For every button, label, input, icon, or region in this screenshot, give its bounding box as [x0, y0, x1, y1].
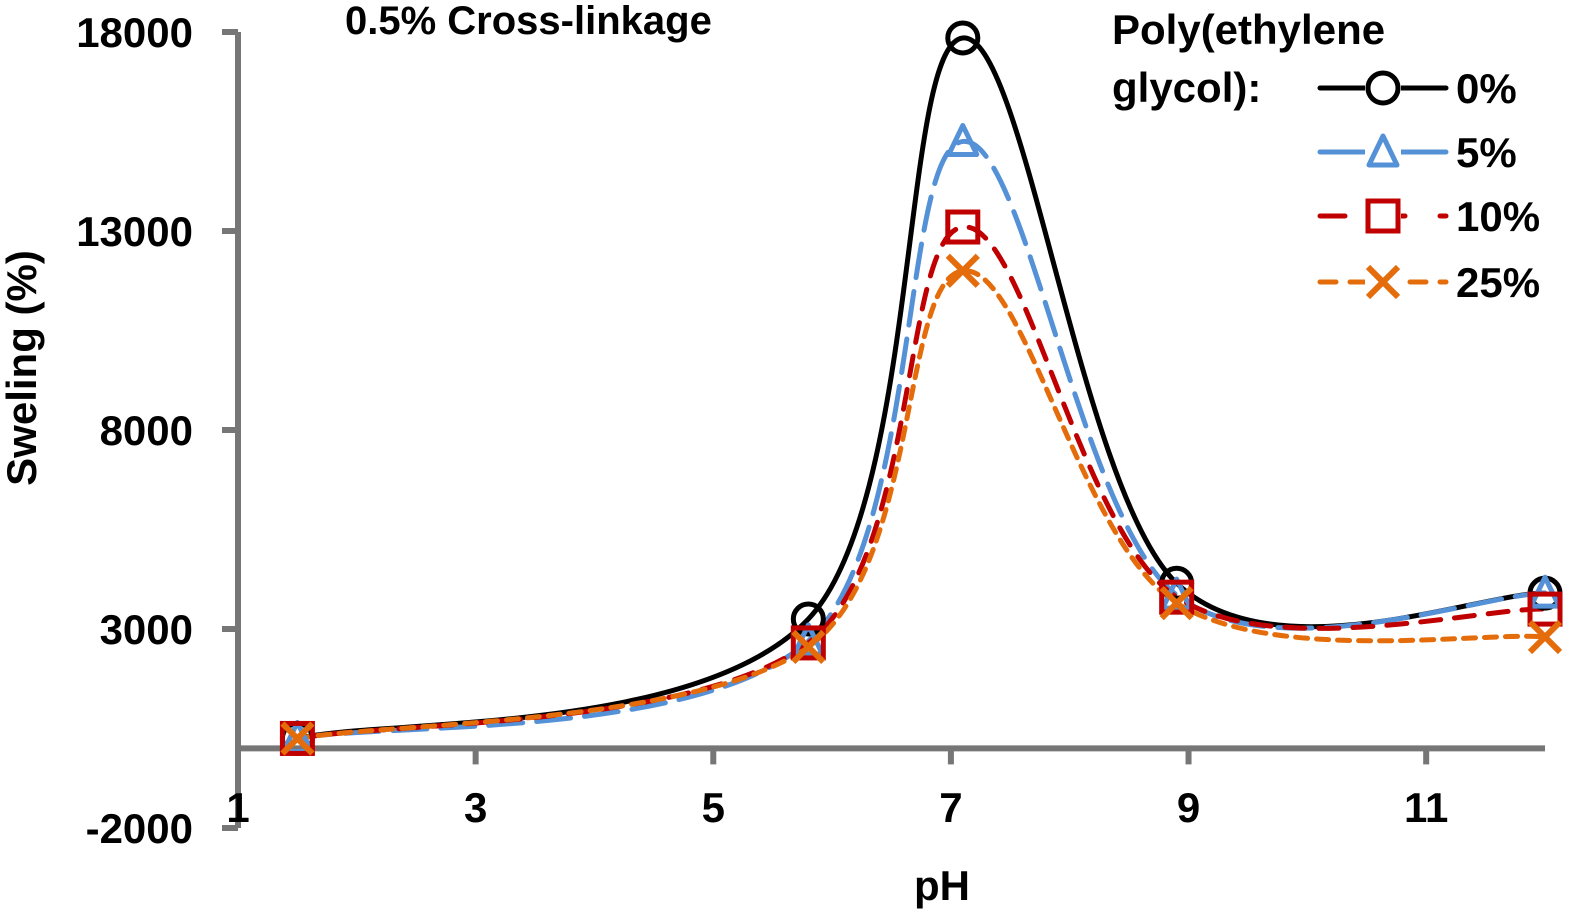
data-point-25pct: [280, 721, 315, 756]
data-point-10pct: [1527, 591, 1563, 627]
legend-label: 5%: [1456, 129, 1517, 176]
data-point-25pct: [1159, 586, 1194, 621]
data-point-10pct: [945, 209, 981, 245]
legend-label: 25%: [1456, 259, 1540, 306]
legend-item-5pct: 5%: [1317, 129, 1517, 176]
x-tick-label: 3: [464, 784, 487, 831]
data-point-25pct: [945, 253, 980, 288]
x-tick-label: 1: [226, 784, 249, 831]
legend-title-line1: Poly(ethylene: [1112, 6, 1385, 53]
legend-item-0pct: 0%: [1317, 65, 1517, 112]
data-point-25pct: [791, 629, 826, 665]
series-line-25pct: [294, 268, 1548, 741]
legend-item-25pct: 25%: [1317, 259, 1540, 306]
marker-layer: [279, 20, 1563, 756]
legend: Poly(ethylene glycol): 0% 5% 10% 25%: [1112, 6, 1540, 306]
x-tick-label: 9: [1177, 784, 1200, 831]
data-point-25pct: [1527, 619, 1563, 655]
y-tick-label: 13000: [76, 208, 193, 255]
x-axis-title: pH: [914, 862, 970, 909]
series-line-10pct: [294, 224, 1548, 741]
y-axis-title: Sweling (%): [0, 250, 45, 486]
data-point-10pct: [1159, 579, 1195, 615]
legend-label: 10%: [1456, 193, 1540, 240]
data-point-10pct: [790, 625, 826, 661]
legend-title-line2: glycol):: [1112, 64, 1261, 111]
series-line-0pct: [294, 35, 1548, 741]
data-point-0pct: [790, 601, 826, 637]
legend-marker: [1366, 133, 1400, 168]
x-marker-stroke: [791, 629, 826, 665]
chart-title: 0.5% Cross-linkage: [345, 0, 712, 43]
x-tick-label: 7: [939, 784, 962, 831]
data-point-5pct: [946, 122, 980, 157]
x-tick-label: 11: [1404, 784, 1448, 831]
y-tick-label: -2000: [86, 805, 193, 852]
x-marker-stroke: [1365, 264, 1401, 300]
legend-marker-bg: [1365, 198, 1401, 234]
x-marker-stroke: [1159, 586, 1194, 621]
series-line-5pct: [294, 138, 1548, 741]
series-layer: [294, 35, 1548, 741]
legend-items: 0% 5% 10% 25%: [1317, 65, 1540, 306]
x-marker-stroke: [1527, 619, 1563, 655]
legend-marker: [1365, 264, 1401, 300]
y-tick-label: 18000: [76, 9, 193, 56]
x-tick-label: 5: [702, 784, 725, 831]
data-point-10pct: [279, 720, 315, 756]
y-tick-label: 8000: [100, 407, 193, 454]
legend-label: 0%: [1456, 65, 1517, 112]
legend-marker: [1365, 70, 1401, 106]
y-tick-label: 3000: [100, 606, 193, 653]
x-marker-stroke: [280, 721, 315, 756]
data-point-0pct: [945, 20, 981, 56]
axes: -2000 3000 8000 13000 18000 1 3 5 7 9 11: [76, 9, 1545, 852]
legend-item-10pct: 10%: [1317, 193, 1540, 240]
legend-marker: [1365, 198, 1401, 234]
x-marker-stroke: [945, 253, 980, 288]
